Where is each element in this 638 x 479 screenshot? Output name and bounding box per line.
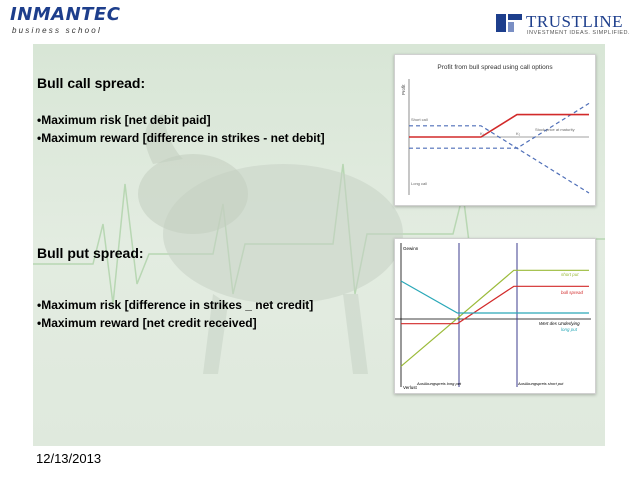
bull-put-heading: Bull put spread:: [37, 245, 144, 261]
inmantec-logo: INMANTEC business school: [8, 4, 128, 40]
bull-call-annotation-k1: K₁: [480, 131, 485, 136]
bull-call-annotation-k2: K₂: [516, 131, 521, 136]
trustline-logo-text: TRUSTLINE: [526, 12, 624, 31]
bull-put-annotation-gewinn: Gewinn: [403, 246, 419, 251]
bull-put-annotation-strike-long: Ausübungspreis long put: [416, 381, 462, 386]
bull-call-series-line-3: [409, 113, 589, 138]
bull-put-annotation-verlust: Verlust: [403, 385, 418, 390]
bull-put-series-group: [400, 269, 589, 367]
bull-silhouette-background: [33, 114, 605, 374]
inmantec-logo-text: INMANTEC: [10, 4, 121, 25]
bull-put-series-line-1: [400, 269, 589, 367]
bull-put-series-line-2: [401, 285, 589, 325]
slide-date: 12/13/2013: [36, 451, 102, 466]
slide-header: INMANTEC business school TRUSTLINE INVES…: [0, 0, 638, 44]
trustline-logo: TRUSTLINE INVESTMENT IDEAS. SIMPLIFIED.: [496, 12, 632, 40]
bull-call-chart-ylabel: Profit: [401, 84, 406, 95]
bull-call-annotation-short-call: Short call: [411, 117, 428, 122]
bull-put-annotation-underlying: Wert des Underlying: [539, 321, 580, 326]
bull-put-annotation-strike-short: Ausübungspreis short put: [517, 381, 564, 386]
bull-put-bullet-1: •Maximum risk [difference in strikes _ n…: [37, 298, 314, 312]
bull-put-legend-long-put: long put: [561, 327, 578, 332]
bull-call-series-group: [409, 102, 590, 194]
bull-put-chart-svg: Gewinn Verlust Wert des Underlying Ausüb…: [395, 243, 591, 390]
bull-call-bullet-1: •Maximum risk [net debit paid]: [37, 113, 211, 127]
bull-call-chart-title: Profit from bull spread using call optio…: [437, 64, 553, 71]
bull-put-legend-bull-spread: bull spread: [561, 290, 584, 295]
bull-call-annotation-stock-price: Stock price at maturity: [535, 127, 575, 132]
trustline-mark-icon: [496, 14, 522, 32]
bull-call-annotation-long-call: Long call: [411, 181, 427, 186]
bull-put-bullet-2: •Maximum reward [net credit received]: [37, 316, 257, 330]
bull-call-bullet-2: •Maximum reward [difference in strikes -…: [37, 131, 325, 145]
bull-call-heading: Bull call spread:: [37, 75, 146, 91]
bull-call-chart-svg: Profit from bull spread using call optio…: [401, 64, 590, 195]
trustline-tagline: INVESTMENT IDEAS. SIMPLIFIED.: [527, 30, 631, 36]
bull-put-series-line-3: [400, 280, 589, 314]
bull-call-series-line-2: [409, 125, 590, 194]
inmantec-logo-subtitle: business school: [12, 26, 102, 35]
bull-put-chart: Gewinn Verlust Wert des Underlying Ausüb…: [394, 238, 596, 394]
bull-call-chart: Profit from bull spread using call optio…: [394, 54, 596, 206]
bull-put-legend-short-put: short put: [561, 272, 579, 277]
